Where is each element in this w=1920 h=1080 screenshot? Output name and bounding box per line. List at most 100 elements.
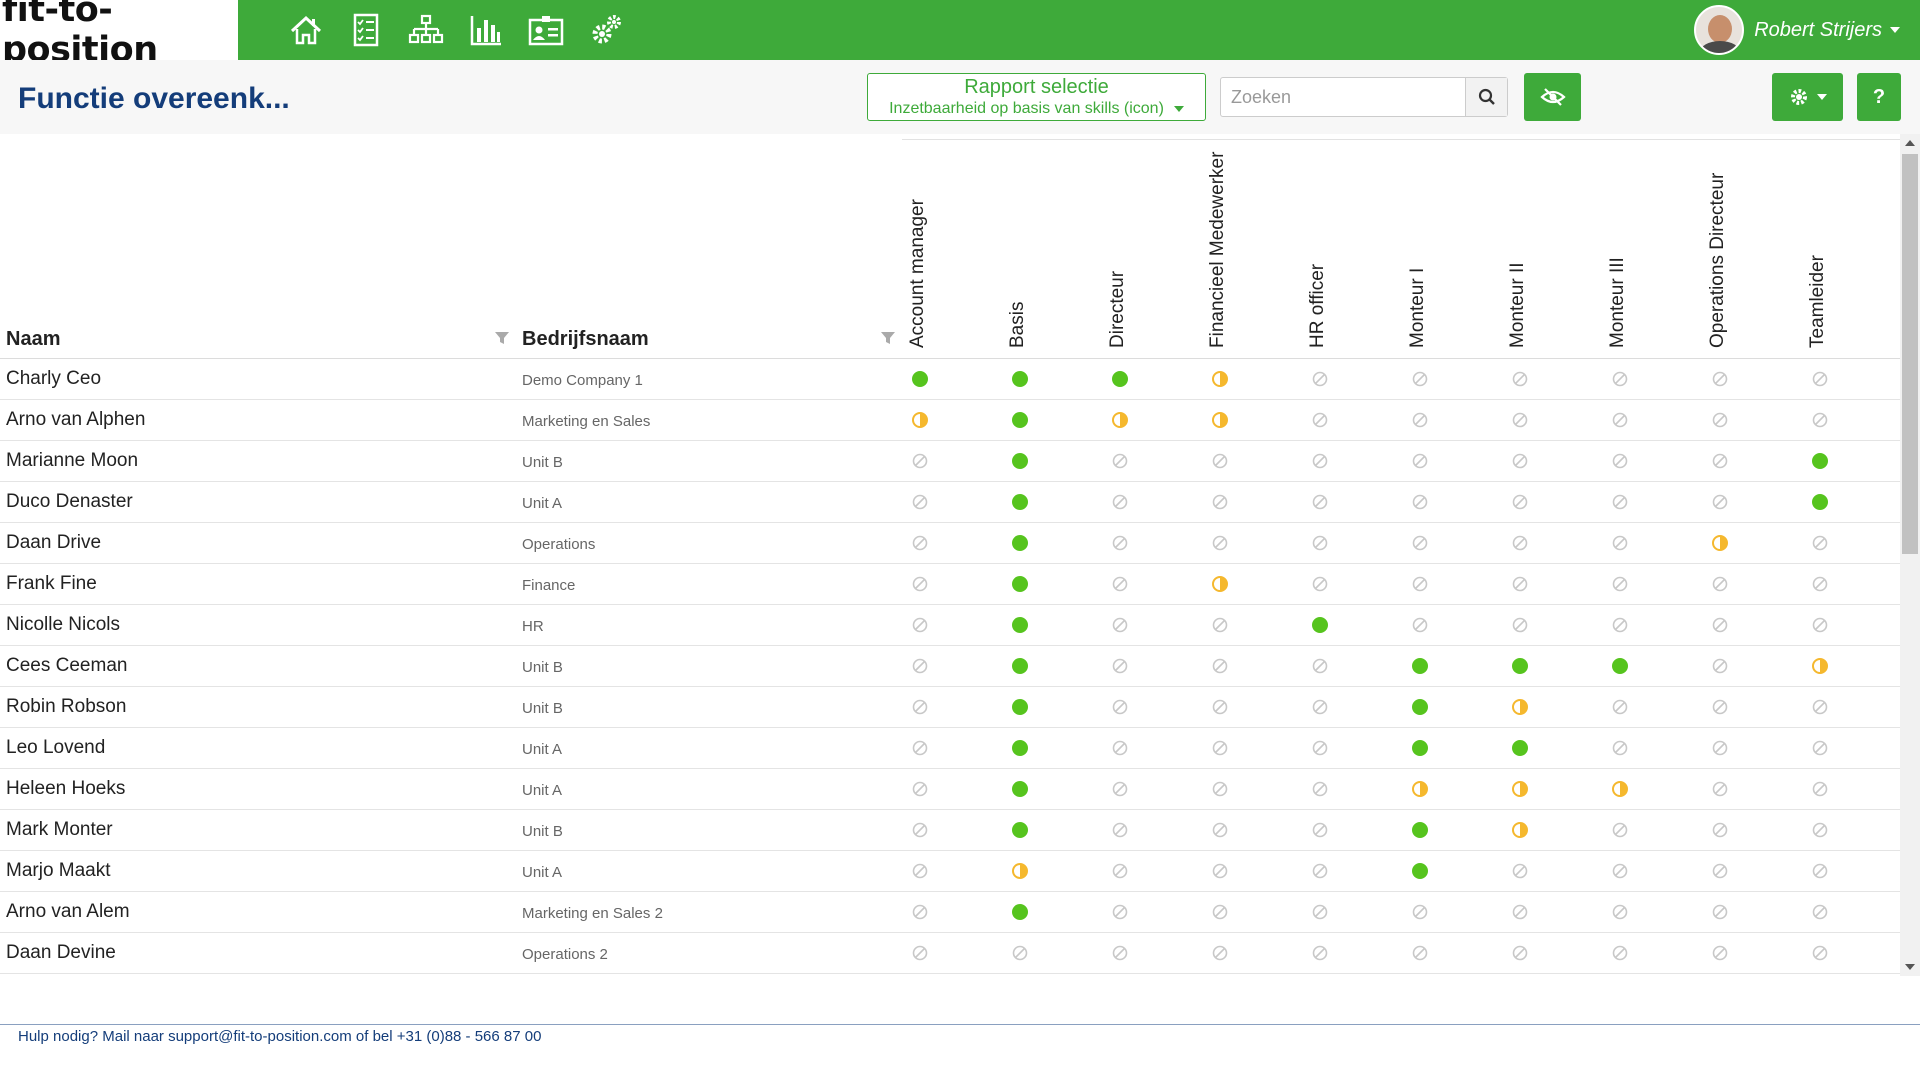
match-full-icon — [1012, 535, 1028, 551]
table-row[interactable]: Leo Lovend Unit A — [0, 728, 1900, 769]
no-match-icon — [1112, 699, 1128, 715]
table-row[interactable]: Marjo Maakt Unit A — [0, 851, 1900, 892]
table-row[interactable]: Frank Fine Finance — [0, 564, 1900, 605]
column-header-function[interactable]: Basis — [970, 148, 1070, 358]
employee-name[interactable]: Marianne Moon — [6, 450, 139, 471]
filter-icon[interactable] — [880, 330, 896, 346]
employee-name[interactable]: Cees Ceeman — [6, 655, 128, 676]
employee-name[interactable]: Robin Robson — [6, 696, 127, 717]
match-partial-icon — [1212, 576, 1228, 592]
match-full-icon — [1112, 371, 1128, 387]
column-header-function[interactable]: Operations Directeur — [1670, 148, 1770, 358]
table-row[interactable]: Robin Robson Unit B — [0, 687, 1900, 728]
column-header-function[interactable]: Teamleider — [1770, 148, 1870, 358]
nav-organisation[interactable] — [396, 0, 456, 60]
no-match-icon — [1812, 535, 1828, 551]
report-select-value: Inzetbaarheid op basis van skills (icon) — [889, 100, 1164, 117]
column-header-function[interactable]: Directeur — [1070, 148, 1170, 358]
employee-name[interactable]: Arno van Alem — [6, 901, 130, 922]
no-match-icon — [1712, 412, 1728, 428]
no-match-icon — [912, 945, 928, 961]
scroll-up-arrow-icon[interactable] — [1905, 140, 1915, 146]
no-match-icon — [1812, 781, 1828, 797]
no-match-icon — [912, 494, 928, 510]
match-full-icon — [1012, 740, 1028, 756]
employee-name[interactable]: Frank Fine — [6, 573, 97, 594]
nav-reports[interactable] — [456, 0, 516, 60]
employee-name[interactable]: Leo Lovend — [6, 737, 106, 758]
table-row[interactable]: Charly Ceo Demo Company 1 — [0, 359, 1900, 400]
column-header-function[interactable]: Monteur III — [1570, 148, 1670, 358]
column-header-name[interactable]: Naam — [6, 328, 61, 350]
user-menu[interactable]: Robert Strijers — [1694, 0, 1900, 60]
chevron-down-icon — [1173, 105, 1184, 112]
no-match-icon — [1612, 535, 1628, 551]
employee-name[interactable]: Mark Monter — [6, 819, 113, 840]
table-row[interactable]: Marianne Moon Unit B — [0, 441, 1900, 482]
nav-checklist[interactable] — [336, 0, 396, 60]
table-row[interactable]: Nicolle Nicols HR — [0, 605, 1900, 646]
filter-icon[interactable] — [494, 330, 510, 346]
no-match-icon — [1512, 494, 1528, 510]
company-name: Unit A — [522, 495, 563, 512]
column-header-function[interactable]: Account manager — [870, 148, 970, 358]
table-row[interactable]: Heleen Hoeks Unit A — [0, 769, 1900, 810]
chevron-down-icon — [1890, 27, 1900, 33]
column-header-company[interactable]: Bedrijfsnaam — [522, 328, 649, 350]
table-row[interactable]: Arno van Alphen Marketing en Sales — [0, 400, 1900, 441]
table-row[interactable]: Daan Drive Operations — [0, 523, 1900, 564]
employee-name[interactable]: Arno van Alphen — [6, 409, 146, 430]
nav-profiles[interactable] — [516, 0, 576, 60]
employee-name[interactable]: Daan Drive — [6, 532, 102, 553]
report-select-dropdown[interactable]: Rapport selectie Inzetbaarheid op basis … — [867, 73, 1206, 121]
no-match-icon — [1212, 945, 1228, 961]
id-card-icon — [528, 16, 564, 46]
match-full-icon — [1012, 781, 1028, 797]
nav-settings[interactable] — [576, 0, 636, 60]
toggle-visibility-button[interactable] — [1524, 73, 1581, 121]
no-match-icon — [1612, 740, 1628, 756]
employee-name[interactable]: Marjo Maakt — [6, 860, 111, 881]
function-label: HR officer — [1307, 263, 1328, 348]
scroll-thumb[interactable] — [1902, 154, 1918, 554]
table-row[interactable]: Cees Ceeman Unit B — [0, 646, 1900, 687]
no-match-icon — [1412, 576, 1428, 592]
no-match-icon — [1512, 617, 1528, 633]
help-button[interactable]: ? — [1857, 73, 1901, 121]
settings-dropdown-button[interactable] — [1772, 73, 1843, 121]
match-partial-icon — [1212, 412, 1228, 428]
no-match-icon — [1212, 494, 1228, 510]
match-full-icon — [1412, 658, 1428, 674]
employee-name[interactable]: Heleen Hoeks — [6, 778, 126, 799]
column-header-function[interactable]: Monteur II — [1470, 148, 1570, 358]
scroll-down-arrow-icon[interactable] — [1905, 964, 1915, 970]
search-input[interactable] — [1221, 78, 1465, 116]
search-button[interactable] — [1465, 78, 1507, 116]
nav-home[interactable] — [276, 0, 336, 60]
employee-name[interactable]: Charly Ceo — [6, 368, 102, 389]
table-scrollbar[interactable] — [1900, 134, 1920, 976]
company-name: HR — [522, 618, 544, 635]
table-row[interactable]: Arno van Alem Marketing en Sales 2 — [0, 892, 1900, 933]
match-partial-icon — [1512, 781, 1528, 797]
app-logo[interactable]: fit-to-position — [0, 0, 238, 70]
function-headers: Account manager Basis Directeur Financieel … — [0, 134, 1900, 358]
no-match-icon — [1112, 945, 1128, 961]
no-match-icon — [1412, 412, 1428, 428]
user-name: Robert Strijers — [1754, 18, 1882, 41]
column-header-function[interactable]: Monteur I — [1370, 148, 1470, 358]
match-full-icon — [1512, 658, 1528, 674]
match-full-icon — [1812, 453, 1828, 469]
function-label: Operations Directeur — [1707, 172, 1728, 348]
function-label: Account manager — [907, 199, 928, 348]
table-row[interactable]: Daan Devine Operations 2 — [0, 933, 1900, 974]
column-header-function[interactable]: HR officer — [1270, 148, 1370, 358]
no-match-icon — [1512, 863, 1528, 879]
employee-name[interactable]: Daan Devine — [6, 942, 116, 963]
match-full-icon — [1612, 658, 1628, 674]
employee-name[interactable]: Duco Denaster — [6, 491, 133, 512]
employee-name[interactable]: Nicolle Nicols — [6, 614, 121, 635]
table-row[interactable]: Duco Denaster Unit A — [0, 482, 1900, 523]
table-row[interactable]: Mark Monter Unit B — [0, 810, 1900, 851]
column-header-function[interactable]: Financieel Medewerker — [1170, 148, 1270, 358]
